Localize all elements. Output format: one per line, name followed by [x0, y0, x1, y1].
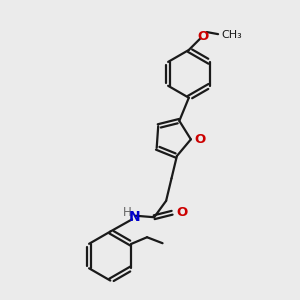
- Text: O: O: [194, 134, 206, 146]
- Text: O: O: [176, 206, 188, 219]
- Text: H: H: [123, 206, 132, 219]
- Text: CH₃: CH₃: [222, 30, 242, 40]
- Text: N: N: [128, 210, 140, 224]
- Text: O: O: [197, 30, 208, 43]
